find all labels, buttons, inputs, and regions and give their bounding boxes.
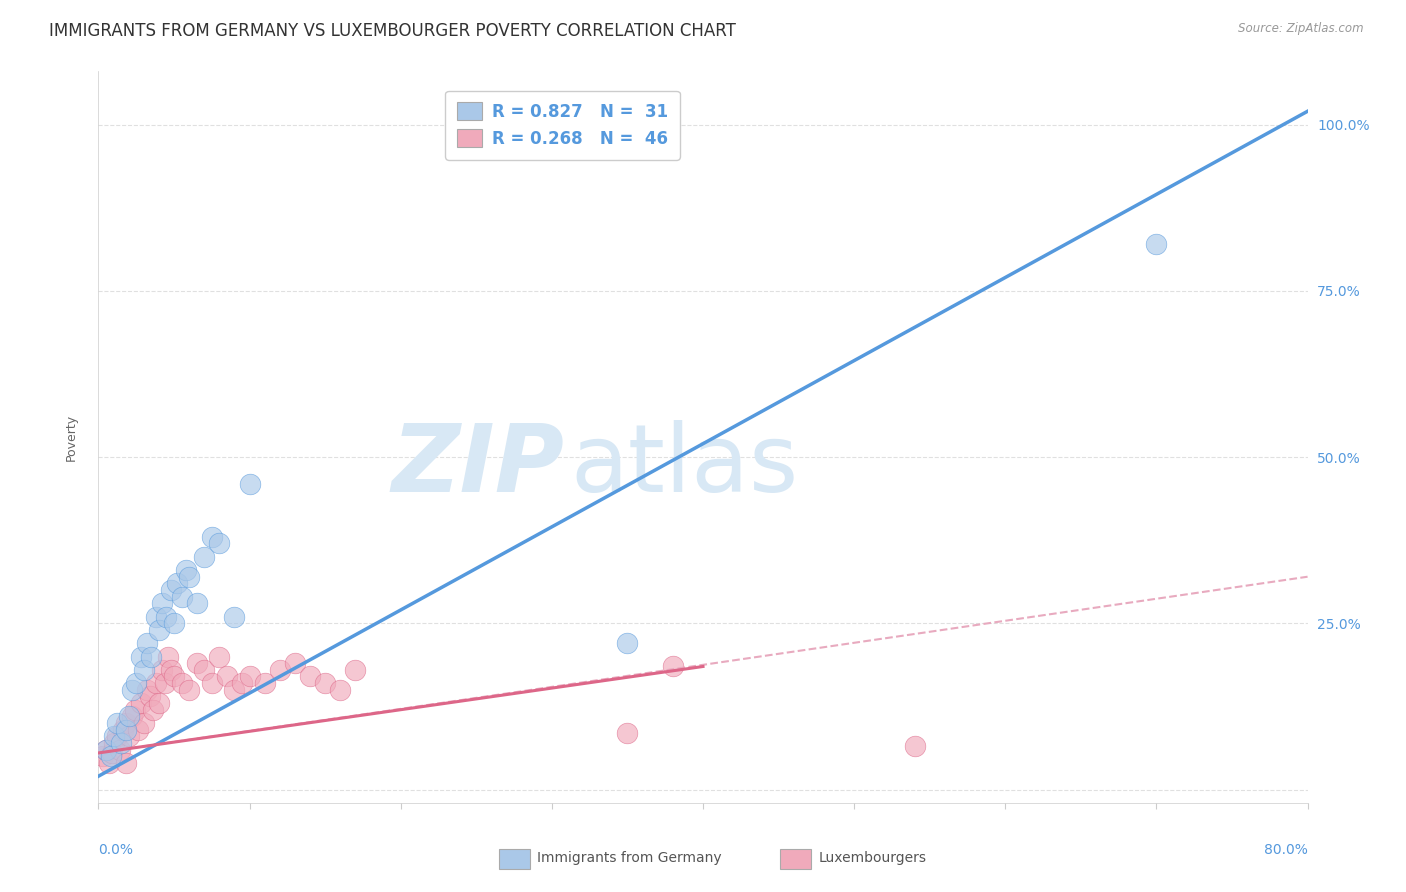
Text: Luxembourgers: Luxembourgers [818,851,927,865]
Point [94,742,117,756]
Point [139,690,162,704]
Point [105,716,128,731]
Point [253,676,276,690]
Point [129,649,152,664]
Point [174,563,197,577]
Point [186,656,208,670]
Point [125,676,148,690]
Point [118,709,141,723]
Point [118,729,141,743]
Point [132,716,155,731]
Point [135,636,157,650]
Point [148,696,170,710]
Point [145,609,167,624]
Point [344,663,367,677]
Point [170,676,193,690]
Point [132,663,155,677]
Point [299,669,322,683]
Point [193,663,215,677]
Point [160,582,183,597]
Point [201,530,224,544]
Text: Source: ZipAtlas.com: Source: ZipAtlas.com [1239,22,1364,36]
Point [904,739,927,754]
Point [160,663,183,677]
Point [163,669,186,683]
Point [114,723,136,737]
Point [616,636,638,650]
Point [269,663,291,677]
Point [208,536,231,550]
Point [103,729,125,743]
Point [142,703,165,717]
Point [150,596,173,610]
Point [124,703,146,717]
Point [101,746,124,760]
Text: ZIP: ZIP [391,420,564,512]
Point [239,669,262,683]
Text: 80.0%: 80.0% [1264,843,1308,857]
Point [103,736,125,750]
Text: IMMIGRANTS FROM GERMANY VS LUXEMBOURGER POVERTY CORRELATION CHART: IMMIGRANTS FROM GERMANY VS LUXEMBOURGER … [49,22,737,40]
Point [224,682,246,697]
Text: 0.0%: 0.0% [98,843,134,857]
Point [193,549,215,564]
Point [98,756,121,770]
Point [208,649,231,664]
Point [153,676,176,690]
Point [111,723,134,737]
Point [135,682,157,697]
Point [145,676,167,690]
Point [329,682,352,697]
Point [314,676,336,690]
Point [114,756,136,770]
Point [105,729,128,743]
Text: Immigrants from Germany: Immigrants from Germany [537,851,721,865]
Point [94,742,117,756]
Point [91,749,114,764]
Point [108,742,131,756]
Point [155,609,177,624]
Y-axis label: Poverty: Poverty [65,414,77,460]
Point [141,649,163,664]
Point [231,676,253,690]
Point [661,659,683,673]
Point [224,609,246,624]
Point [215,669,238,683]
Point [1144,237,1167,252]
Point [179,570,201,584]
Legend: R = 0.827   N =  31, R = 0.268   N =  46: R = 0.827 N = 31, R = 0.268 N = 46 [446,91,679,160]
Point [110,736,132,750]
Text: atlas: atlas [569,420,799,512]
Point [129,696,152,710]
Point [121,682,143,697]
Point [156,649,179,664]
Point [166,576,188,591]
Point [100,749,122,764]
Point [170,590,193,604]
Point [148,623,170,637]
Point [114,716,136,731]
Point [121,709,143,723]
Point [239,476,262,491]
Point [150,663,173,677]
Point [284,656,307,670]
Point [201,676,224,690]
Point [127,723,149,737]
Point [179,682,201,697]
Point [163,616,186,631]
Point [616,726,638,740]
Point [186,596,208,610]
